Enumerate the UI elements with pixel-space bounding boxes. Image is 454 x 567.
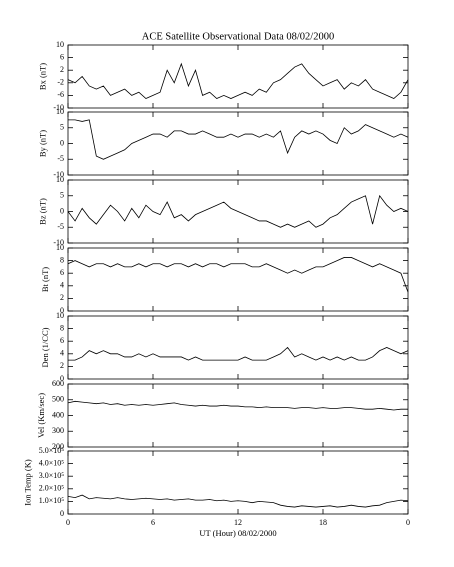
x-tick-label: 0 <box>66 518 70 527</box>
y-tick-label: -6 <box>57 90 64 99</box>
y-tick-label: 8 <box>60 323 64 332</box>
y-tick-label: 2 <box>60 293 64 302</box>
plot-frame <box>67 315 409 380</box>
y-tick-label: 4 <box>60 281 64 290</box>
plot-frame <box>67 111 409 176</box>
y-tick-label: 600 <box>52 379 64 388</box>
y-tick-label: 10 <box>56 311 64 320</box>
data-line <box>67 494 409 508</box>
y-axis-label: By (nT) <box>37 130 47 157</box>
x-tick-label: 6 <box>151 518 155 527</box>
plot-frame <box>67 450 409 515</box>
y-tick-label: 1.0×10⁵ <box>39 496 65 505</box>
y-tick-label: 6 <box>60 268 64 277</box>
y-tick-label: 0 <box>60 509 64 518</box>
y-tick-label: 2 <box>60 361 64 370</box>
y-tick-label: 10 <box>56 175 64 184</box>
y-axis-label: Ion Temp (K) <box>23 459 33 506</box>
x-tick-label: 18 <box>319 518 327 527</box>
y-tick-label: 4.0×10⁵ <box>39 458 65 467</box>
y-tick-label: -10 <box>53 238 64 247</box>
y-tick-label: 3.0×10⁵ <box>39 471 65 480</box>
y-tick-label: -2 <box>57 78 64 87</box>
y-axis-label: Bx (nT) <box>37 63 47 90</box>
y-tick-label: 0 <box>60 206 64 215</box>
y-tick-label: 2 <box>60 65 64 74</box>
data-line <box>67 194 409 228</box>
data-line <box>68 346 409 361</box>
y-tick-label: 5.0×10⁵ <box>39 446 65 455</box>
y-tick-label: 4 <box>60 349 64 358</box>
y-tick-label: -10 <box>53 103 64 112</box>
y-axis-label: Den (1/CC) <box>40 327 50 367</box>
y-tick-label: 5 <box>60 123 64 132</box>
data-line <box>67 62 409 100</box>
x-tick-label: 0 <box>406 518 410 527</box>
x-tick-label: 12 <box>234 518 242 527</box>
y-axis-label: Bt (nT) <box>40 267 50 292</box>
y-tick-label: 0 <box>60 374 64 383</box>
y-tick-label: 5 <box>60 191 64 200</box>
data-line <box>67 400 408 411</box>
y-tick-label: 6 <box>60 52 64 61</box>
y-tick-label: 500 <box>52 395 64 404</box>
data-line <box>67 257 409 293</box>
y-tick-label: 6 <box>60 336 64 345</box>
y-axis-label: Vel (Km/sec) <box>36 393 46 438</box>
y-tick-label: 10 <box>56 243 64 252</box>
plot-frame <box>67 383 409 448</box>
y-tick-label: 10 <box>56 107 64 116</box>
y-axis-label: Bz (nT) <box>37 198 47 225</box>
y-tick-label: -5 <box>57 154 64 163</box>
y-tick-label: 400 <box>52 410 64 419</box>
plot-frame <box>67 44 409 109</box>
y-tick-label: 200 <box>52 442 64 451</box>
y-tick-label: 300 <box>52 426 64 435</box>
y-tick-label: -10 <box>53 170 64 179</box>
y-tick-label: 2.0×10⁵ <box>39 484 65 493</box>
x-axis-label: UT (Hour) 08/02/2000 <box>199 528 276 538</box>
y-tick-label: 0 <box>60 306 64 315</box>
y-tick-label: -5 <box>57 222 64 231</box>
chart-title: ACE Satellite Observational Data 08/02/2… <box>142 31 334 42</box>
data-line <box>68 119 409 160</box>
y-tick-label: 8 <box>60 255 64 264</box>
plot-frame <box>67 247 409 312</box>
y-tick-label: 0 <box>60 138 64 147</box>
y-tick-label: 10 <box>56 40 64 49</box>
